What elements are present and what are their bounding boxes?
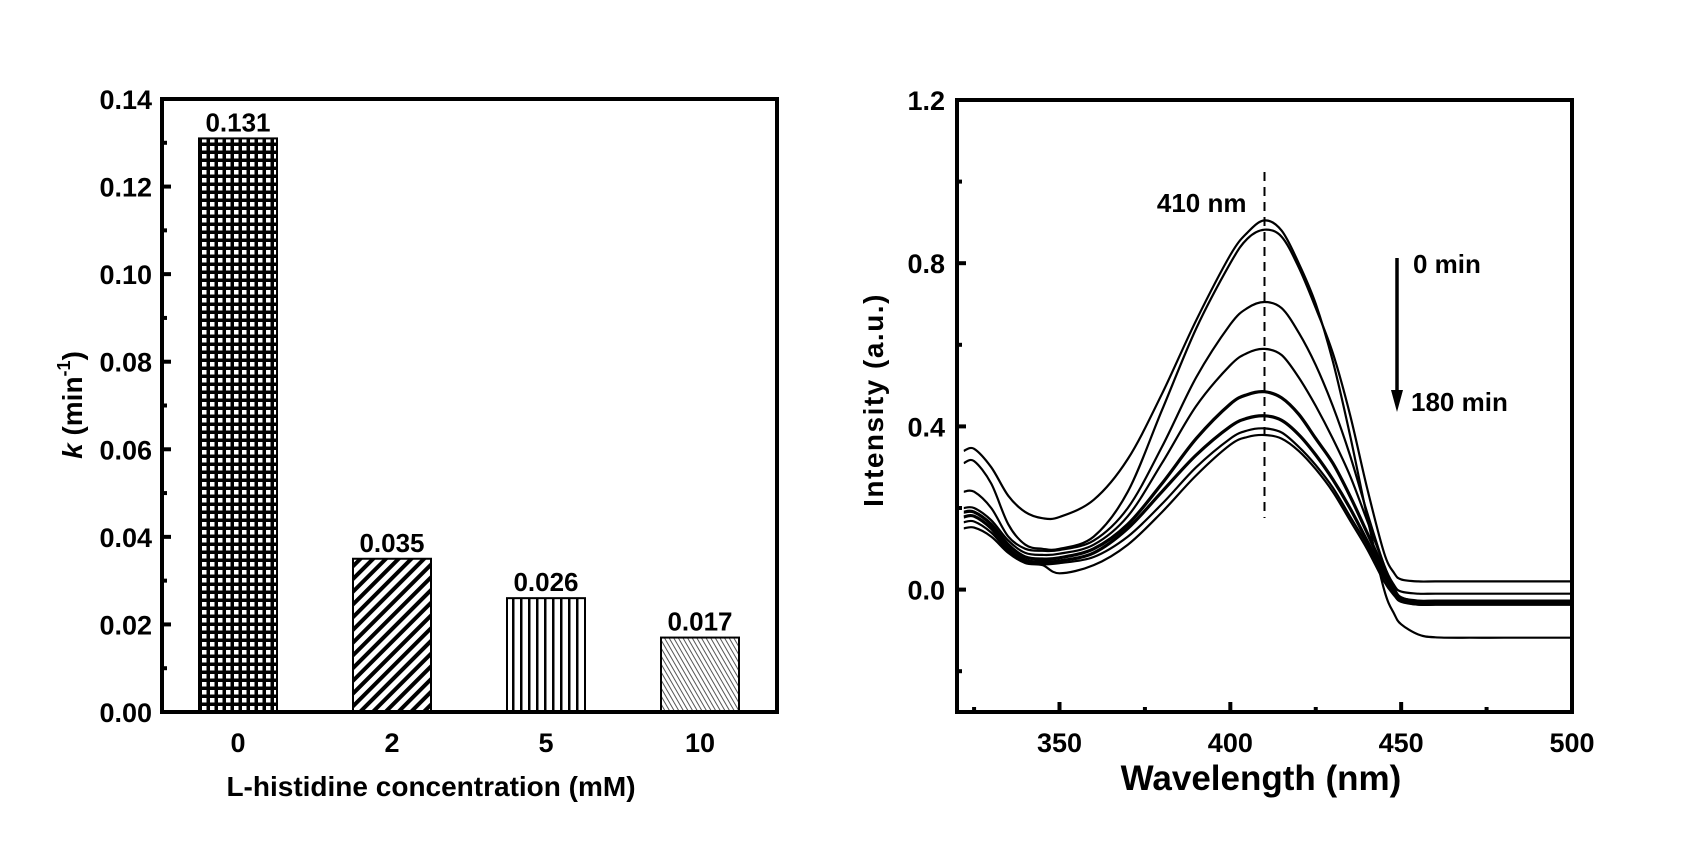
time-arrow-head-icon xyxy=(1391,390,1403,412)
bar-y-tick-label: 0.08 xyxy=(99,348,152,378)
bar-data-label: 0.017 xyxy=(667,607,732,637)
line-x-tick-label: 350 xyxy=(1037,728,1082,758)
spectrum-curve-7 xyxy=(963,427,1572,607)
bar-y-axis-unit: (min xyxy=(57,376,88,443)
bar-5 xyxy=(506,597,586,714)
line-x-axis-title: Wavelength (nm) xyxy=(1121,759,1402,798)
bar-x-ticks: 0 2 5 10 xyxy=(230,728,715,758)
spectrum-curve-2 xyxy=(963,228,1572,583)
bar-data-label: 0.035 xyxy=(359,528,424,558)
bar-y-axis-symbol: k xyxy=(57,442,88,459)
line-x-ticks: 350 400 450 500 xyxy=(972,702,1595,758)
spectrum-curve-1 xyxy=(963,219,1572,639)
bar-y-tick-label: 0.12 xyxy=(99,173,152,203)
bar-x-tick-label: 2 xyxy=(384,728,399,758)
bar-data-label: 0.026 xyxy=(513,567,578,597)
peak-annotation-label: 410 nm xyxy=(1157,188,1247,218)
arrow-end-label: 180 min xyxy=(1411,387,1508,417)
bar-x-tick-label: 0 xyxy=(230,728,245,758)
bar-y-axis-unit-exponent: -1 xyxy=(54,360,74,376)
line-y-ticks: 0.0 0.4 0.8 1.2 xyxy=(907,86,966,674)
bar-0 xyxy=(198,137,278,713)
spectrum-curve-5 xyxy=(963,389,1572,604)
bar-2 xyxy=(352,557,432,713)
spectrum-curve-6 xyxy=(963,414,1572,606)
spectrum-curve-3 xyxy=(963,300,1572,595)
line-chart: 0.0 0.4 0.8 1.2 350 400 450 500 410 nm 0 min 1… xyxy=(858,86,1595,798)
bar-marks: 0.131 0.035 0.026 0.017 xyxy=(198,107,740,714)
line-y-axis-title: Intensity (a.u.) xyxy=(858,293,889,507)
bar-10 xyxy=(660,636,740,713)
line-axes xyxy=(955,98,1574,714)
bar-x-axis-title: L-histidine concentration (mM) xyxy=(226,771,635,802)
bar-y-tick-label: 0.02 xyxy=(99,610,152,640)
bar-y-tick-label: 0.06 xyxy=(99,435,152,465)
bar-y-tick-label: 0.10 xyxy=(99,260,152,290)
line-y-tick-label: 0.0 xyxy=(907,576,945,606)
line-plot-frame xyxy=(955,98,1574,714)
line-x-tick-label: 400 xyxy=(1208,728,1253,758)
line-y-tick-label: 0.4 xyxy=(907,412,945,442)
arrow-start-label: 0 min xyxy=(1413,249,1481,279)
time-arrow xyxy=(1391,258,1403,412)
bar-x-tick-label: 10 xyxy=(685,728,715,758)
line-y-tick-label: 0.8 xyxy=(907,249,945,279)
bar-y-axis-unit-close: ) xyxy=(57,351,88,360)
bar-y-tick-label: 0.14 xyxy=(99,85,152,115)
bar-y-axis-title: k (min-1) xyxy=(54,351,88,459)
line-series xyxy=(963,219,1572,639)
line-x-tick-label: 450 xyxy=(1379,728,1424,758)
bar-y-tick-label: 0.04 xyxy=(99,523,152,553)
bar-y-ticks: 0.00 0.02 0.04 0.06 0.08 0.10 0.12 0.14 xyxy=(99,85,171,728)
spectrum-curve-8 xyxy=(963,433,1572,607)
line-y-tick-label: 1.2 xyxy=(907,86,945,116)
bar-data-label: 0.131 xyxy=(205,107,270,137)
bar-x-tick-label: 5 xyxy=(538,728,553,758)
bar-y-tick-label: 0.00 xyxy=(99,698,152,728)
line-x-tick-label: 500 xyxy=(1549,728,1594,758)
